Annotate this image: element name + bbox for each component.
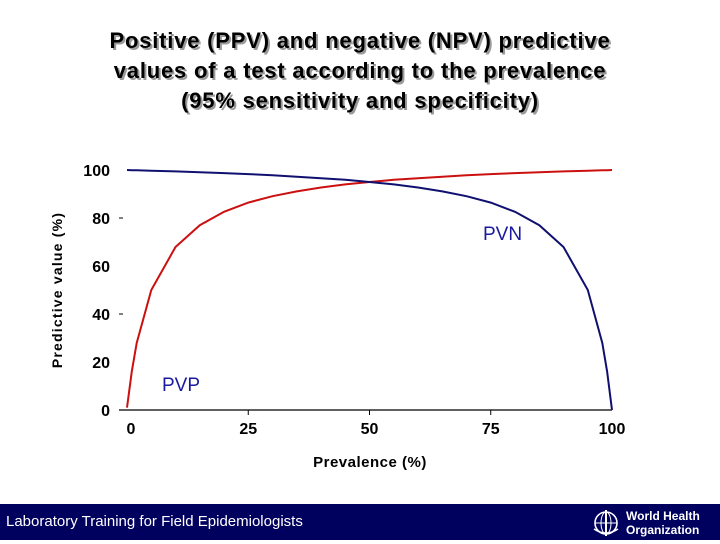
who-logo-line-1: World Health bbox=[626, 509, 700, 523]
x-tick-label-50: 50 bbox=[361, 421, 379, 438]
y-tick-label-40: 40 bbox=[92, 307, 110, 324]
chart-title-line-3: (95% sensitivity and specificity) bbox=[181, 88, 539, 113]
chart-title-line-1: Positive (PPV) and negative (NPV) predic… bbox=[109, 28, 611, 53]
x-axis-label: Prevalence (%) bbox=[313, 454, 427, 471]
who-logo: World Health Organization bbox=[590, 507, 718, 539]
x-tick-label-0: 0 bbox=[127, 421, 136, 438]
series-line-pvp bbox=[126, 169, 613, 408]
chart-title: Positive (PPV) and negative (NPV) predic… bbox=[0, 26, 720, 116]
x-tick-label-25: 25 bbox=[239, 421, 257, 438]
y-tick-label-100: 100 bbox=[83, 163, 110, 180]
y-tick-label-20: 20 bbox=[92, 355, 110, 372]
y-tick-label-60: 60 bbox=[92, 259, 110, 276]
chart: 0 20 40 60 80 100 0 25 50 75 100 Prevalence (%) Pred… bbox=[49, 163, 626, 471]
annotation-pvn: PVN bbox=[483, 224, 522, 245]
who-logo-line-2: Organization bbox=[626, 523, 700, 537]
who-emblem-icon bbox=[593, 510, 619, 536]
footer-text: Laboratory Training for Field Epidemiolo… bbox=[6, 513, 303, 530]
y-tick-label-80: 80 bbox=[92, 211, 110, 228]
series-line-pvn bbox=[126, 169, 613, 411]
x-tick-label-75: 75 bbox=[482, 421, 500, 438]
y-tick-label-0: 0 bbox=[101, 403, 110, 420]
who-logo-text: World Health Organization bbox=[626, 509, 700, 537]
annotation-pvp: PVP bbox=[162, 375, 200, 396]
x-tick-label-100: 100 bbox=[599, 421, 626, 438]
chart-title-line-2: values of a test according to the preval… bbox=[113, 58, 607, 83]
y-axis-label: Predictive value (%) bbox=[49, 212, 65, 368]
footer-bar: Laboratory Training for Field Epidemiolo… bbox=[0, 504, 720, 540]
